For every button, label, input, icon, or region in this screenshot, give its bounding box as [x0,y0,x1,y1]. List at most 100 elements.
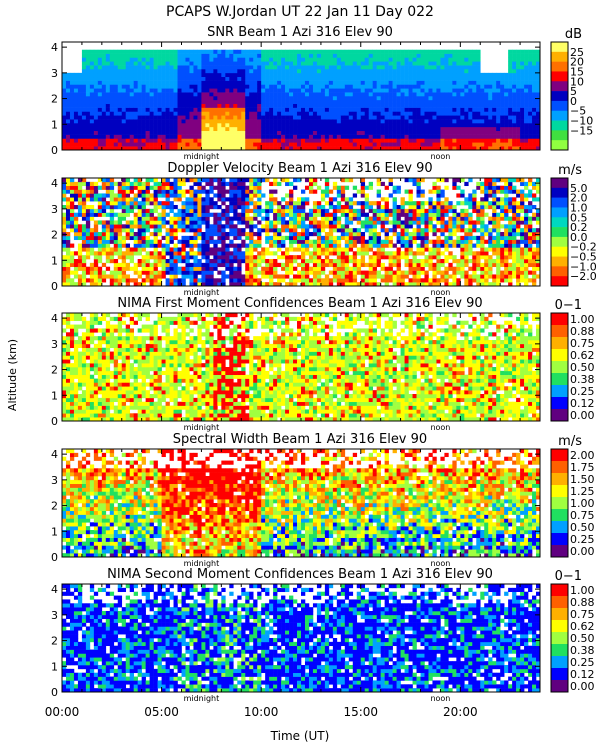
heatmap-cell [277,50,281,54]
heatmap-cell [189,81,193,85]
heatmap-cell [381,135,385,139]
heatmap-cell [285,84,289,88]
heatmap-cell [377,205,381,209]
heatmap-cell [193,50,197,54]
heatmap-cell [353,228,357,232]
heatmap-cell [229,119,233,123]
heatmap-cell [285,205,289,209]
heatmap-cell [341,142,345,146]
heatmap-cell [313,123,317,127]
heatmap-cell [241,61,245,65]
heatmap-cell [249,111,253,115]
heatmap-cell [297,247,301,251]
heatmap-cell [106,65,110,69]
heatmap-cell [134,197,138,201]
heatmap-cell [265,259,269,263]
heatmap-cell [313,259,317,263]
heatmap-cell [110,251,114,255]
heatmap-cell [158,100,162,104]
heatmap-cell [337,77,341,81]
heatmap-cell [305,77,309,81]
heatmap-cell [189,178,193,182]
heatmap-cell [193,244,197,248]
heatmap-cell [245,54,249,58]
x-axis-label: Time (UT) [270,729,330,743]
heatmap-cell [213,240,217,244]
heatmap-cell [170,57,174,61]
heatmap-cell [158,224,162,228]
heatmap-cell [265,57,269,61]
heatmap-cell [221,81,225,85]
heatmap-cell [297,232,301,236]
heatmap-cell [385,228,389,232]
heatmap-cell [221,50,225,54]
heatmap-cell [249,278,253,282]
heatmap-cell [166,278,170,282]
heatmap-cell [424,104,428,108]
heatmap-cell [146,220,150,224]
heatmap-cell [357,228,361,232]
heatmap-cell [277,236,281,240]
heatmap-cell [193,213,197,217]
heatmap-cell [90,190,94,194]
heatmap-cell [82,271,86,275]
heatmap-cell [98,123,102,127]
heatmap-cell [162,247,166,251]
heatmap-cell [209,205,213,209]
heatmap-cell [448,88,452,92]
heatmap-cell [269,57,273,61]
heatmap-cell [516,100,520,104]
heatmap-cell [409,119,413,123]
heatmap-cell [452,92,456,96]
heatmap-cell [154,92,158,96]
heatmap-cell [464,111,468,115]
heatmap-cell [305,232,309,236]
heatmap-cell [225,251,229,255]
heatmap-cell [281,77,285,81]
heatmap-cell [106,92,110,96]
heatmap-cell [273,92,277,96]
heatmap-cell [532,104,536,108]
heatmap-cell [150,96,154,100]
heatmap-cell [201,236,205,240]
heatmap-cell [70,182,74,186]
heatmap-cell [357,263,361,267]
heatmap-cell [444,73,448,77]
heatmap-cell [456,131,460,135]
heatmap-cell [170,186,174,190]
heatmap-cell [277,228,281,232]
heatmap-cell [325,259,329,263]
heatmap-cell [528,123,532,127]
heatmap-cell [197,247,201,251]
heatmap-cell [150,54,154,58]
heatmap-cell [273,178,277,182]
heatmap-cell [293,209,297,213]
heatmap-cell [166,119,170,123]
heatmap-cell [444,65,448,69]
heatmap-cell [66,197,70,201]
marker-noon: noon [430,152,450,161]
heatmap-cell [118,240,122,244]
heatmap-cell [170,138,174,142]
heatmap-cell [225,274,229,278]
heatmap-cell [528,115,532,119]
heatmap-cell [448,73,452,77]
heatmap-cell [166,54,170,58]
heatmap-cell [528,138,532,142]
heatmap-cell [82,213,86,217]
heatmap-cell [432,131,436,135]
heatmap-cell [82,209,86,213]
heatmap-cell [460,84,464,88]
heatmap-cell [277,54,281,58]
heatmap-cell [205,182,209,186]
heatmap-cell [293,228,297,232]
heatmap-cell [305,84,309,88]
heatmap-cell [448,138,452,142]
heatmap-cell [305,123,309,127]
heatmap-cell [182,61,186,65]
heatmap-cell [110,81,114,85]
heatmap-cell [357,217,361,221]
heatmap-cell [237,217,241,221]
heatmap-cell [265,213,269,217]
heatmap-cell [205,131,209,135]
